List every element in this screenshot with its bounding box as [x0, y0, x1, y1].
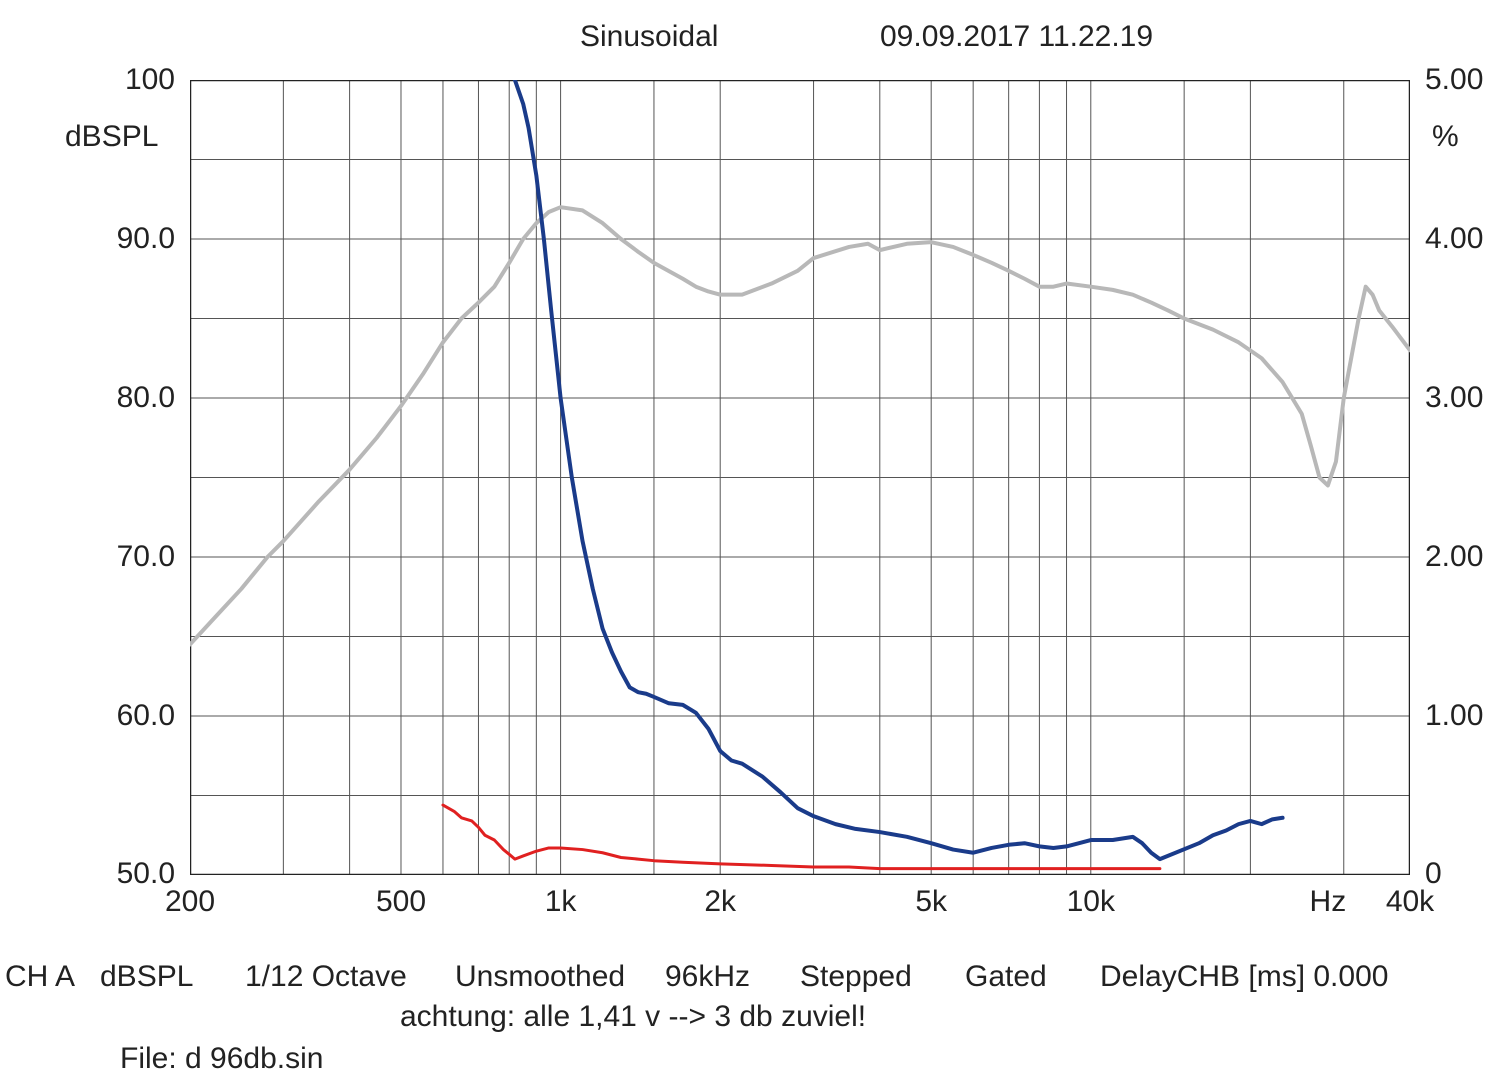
- x-tick-2: 1k: [545, 885, 577, 919]
- footer-gated: Gated: [965, 960, 1047, 994]
- x-tick-4: 5k: [915, 885, 947, 919]
- yr-tick-4: 4.00: [1425, 222, 1483, 256]
- x-tick-1: 500: [376, 885, 426, 919]
- title-right: 09.09.2017 11.22.19: [880, 20, 1153, 54]
- yl-tick-3: 80.0: [95, 381, 175, 415]
- footer-octave: 1/12 Octave: [245, 960, 407, 994]
- title-center: Sinusoidal: [580, 20, 718, 54]
- chart-plot: [190, 80, 1410, 875]
- yr-tick-3: 3.00: [1425, 381, 1483, 415]
- x-tick-5: 10k: [1067, 885, 1115, 919]
- yl-tick-5: 100: [95, 63, 175, 97]
- footer-unsmoothed: Unsmoothed: [455, 960, 625, 994]
- yr-tick-5: 5.00: [1425, 63, 1483, 97]
- x-tick-3: 2k: [704, 885, 736, 919]
- footer-achtung: achtung: alle 1,41 v --> 3 db zuviel!: [400, 1000, 866, 1034]
- footer-file: File: d 96db.sin: [120, 1042, 323, 1076]
- x-tick-0: 200: [165, 885, 215, 919]
- x-unit-label: Hz: [1310, 885, 1347, 919]
- footer-96khz: 96kHz: [665, 960, 750, 994]
- yl-tick-1: 60.0: [95, 699, 175, 733]
- yl-tick-4: 90.0: [95, 222, 175, 256]
- footer-dbspl: dBSPL: [100, 960, 193, 994]
- y-right-label: %: [1432, 120, 1459, 154]
- page-root: Sinusoidal 09.09.2017 11.22.19 dBSPL % 5…: [0, 0, 1500, 1086]
- yr-tick-2: 2.00: [1425, 540, 1483, 574]
- footer-delay: DelayCHB [ms] 0.000: [1100, 960, 1388, 994]
- x-tick-6: 40k: [1386, 885, 1434, 919]
- yr-tick-1: 1.00: [1425, 699, 1483, 733]
- yl-tick-0: 50.0: [95, 857, 175, 891]
- footer-stepped: Stepped: [800, 960, 912, 994]
- y-left-label: dBSPL: [65, 120, 158, 154]
- footer-cha: CH A: [5, 960, 75, 994]
- yl-tick-2: 70.0: [95, 540, 175, 574]
